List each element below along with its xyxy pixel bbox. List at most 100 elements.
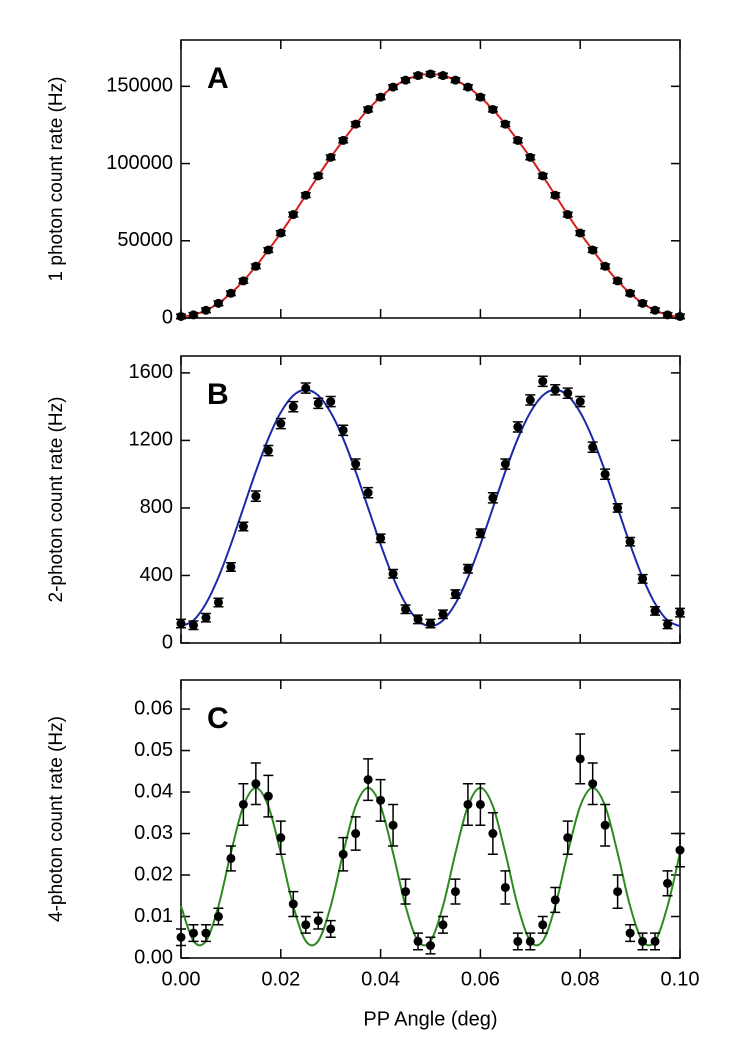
data-point — [388, 820, 398, 830]
data-point — [625, 288, 635, 298]
data-point — [313, 916, 323, 926]
data-point — [538, 376, 548, 386]
data-point — [413, 71, 423, 81]
panel-letter: C — [207, 702, 229, 735]
plot-frame — [180, 679, 681, 959]
data-point — [201, 613, 211, 623]
data-point — [675, 845, 685, 855]
data-point — [525, 395, 535, 405]
data-point — [426, 69, 435, 79]
data-point — [238, 276, 248, 286]
data-point — [550, 190, 560, 200]
data-point — [276, 833, 286, 843]
data-point — [613, 887, 623, 897]
data-point — [188, 928, 198, 938]
y-tick-label: 100000 — [106, 152, 173, 174]
data-point — [625, 537, 635, 547]
data-point — [338, 135, 348, 145]
data-point — [525, 152, 535, 162]
data-point — [513, 422, 523, 432]
data-point — [538, 171, 548, 181]
y-tick-label: 150000 — [106, 75, 173, 97]
data-point — [213, 597, 223, 607]
data-point — [326, 152, 336, 162]
data-point — [351, 829, 361, 839]
data-point — [276, 419, 286, 429]
y-tick-label: 0 — [162, 631, 173, 653]
y-tick-label: 0.04 — [134, 780, 173, 802]
y-tick-label: 800 — [140, 496, 173, 518]
data-point — [675, 311, 685, 321]
data-point — [638, 936, 648, 946]
data-point — [376, 533, 386, 543]
data-point — [463, 82, 473, 92]
data-point — [613, 276, 623, 286]
data-point — [426, 941, 435, 951]
data-point — [438, 609, 448, 619]
y-tick-label: 400 — [140, 564, 173, 586]
y-tick-label: 1200 — [129, 429, 174, 451]
data-point — [263, 446, 273, 456]
data-point — [463, 564, 473, 574]
data-point — [301, 190, 311, 200]
data-point — [351, 459, 361, 469]
y-tick-label: 0.06 — [134, 697, 173, 719]
x-tick-label: 0.08 — [561, 968, 600, 990]
data-point — [563, 210, 573, 220]
data-point — [513, 135, 523, 145]
data-point — [351, 119, 361, 129]
data-point — [213, 298, 223, 308]
data-point — [363, 105, 373, 114]
fit-curve — [180, 72, 681, 318]
data-point — [401, 887, 411, 897]
y-tick-label: 0 — [162, 306, 173, 328]
data-point — [450, 589, 460, 599]
y-tick-label: 0.03 — [134, 822, 173, 844]
data-point — [450, 887, 460, 897]
x-tick-label: 0.10 — [661, 968, 700, 990]
data-point — [650, 606, 660, 616]
data-point — [263, 245, 273, 255]
data-point — [513, 936, 523, 946]
data-point — [563, 388, 573, 398]
data-point — [363, 488, 373, 498]
data-point — [251, 491, 261, 501]
y-tick-label: 0.01 — [134, 905, 173, 927]
x-tick-label: 0.00 — [162, 968, 201, 990]
data-point — [226, 562, 236, 572]
data-point — [663, 310, 673, 320]
x-tick-label: 0.02 — [261, 968, 300, 990]
data-point — [488, 493, 498, 503]
plot-frame — [180, 355, 681, 644]
data-point — [675, 608, 685, 618]
y-tick-label: 50000 — [117, 229, 173, 251]
data-point — [288, 210, 298, 220]
data-point — [438, 920, 448, 930]
data-point — [588, 245, 598, 255]
data-point — [575, 228, 585, 238]
data-point — [575, 397, 585, 407]
data-point — [388, 569, 398, 579]
plot-frame — [180, 39, 681, 319]
data-point — [488, 829, 498, 839]
data-point — [176, 311, 186, 321]
data-point — [326, 397, 336, 407]
data-point — [301, 383, 311, 393]
data-point — [176, 619, 186, 629]
x-tick-label: 0.06 — [461, 968, 500, 990]
data-point — [401, 604, 411, 614]
data-point — [550, 895, 560, 905]
y-tick-label: 1600 — [129, 361, 174, 383]
data-point — [251, 779, 261, 789]
data-point — [475, 799, 485, 809]
data-point — [663, 619, 673, 629]
data-point — [475, 528, 485, 538]
data-point — [500, 459, 510, 469]
data-point — [363, 775, 373, 785]
data-point — [388, 82, 398, 92]
data-point — [500, 882, 510, 892]
data-point — [226, 288, 236, 298]
data-point — [426, 619, 435, 629]
data-point — [376, 795, 386, 805]
fit-curve — [180, 388, 681, 628]
